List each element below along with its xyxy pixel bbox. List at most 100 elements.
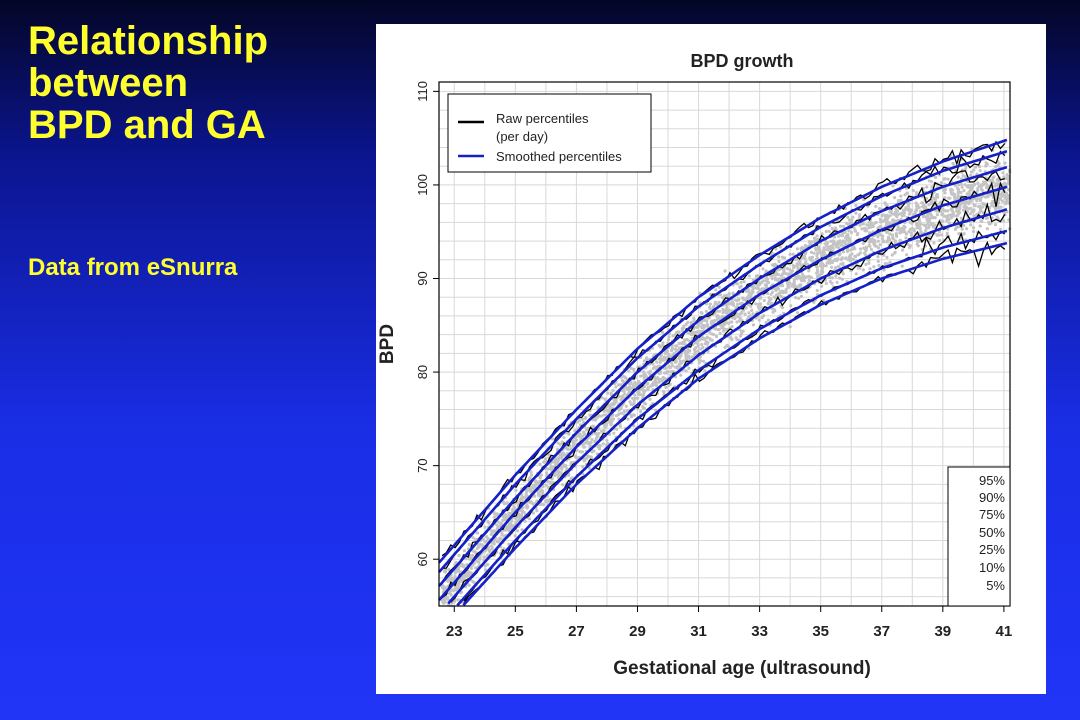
- data-point: [792, 280, 796, 284]
- data-point: [827, 248, 831, 252]
- data-point: [616, 383, 621, 387]
- data-point: [484, 564, 488, 568]
- data-point: [947, 217, 951, 222]
- data-point: [772, 264, 776, 268]
- data-point: [949, 191, 953, 195]
- data-point: [903, 193, 907, 197]
- data-point: [917, 205, 921, 209]
- data-point: [745, 296, 749, 300]
- plot-frame: [438, 81, 1011, 607]
- data-point: [670, 348, 674, 353]
- data-point: [601, 442, 605, 446]
- data-point: [481, 537, 485, 542]
- data-point: [777, 268, 781, 272]
- data-point: [846, 215, 850, 219]
- data-point: [940, 213, 944, 217]
- data-point: [1002, 212, 1007, 216]
- data-point: [932, 225, 936, 229]
- data-point: [889, 209, 893, 213]
- data-point: [902, 211, 907, 215]
- data-point: [1001, 171, 1005, 175]
- data-point: [657, 380, 661, 384]
- data-point: [543, 457, 548, 461]
- data-point: [736, 315, 740, 319]
- data-point: [556, 441, 560, 445]
- data-point: [476, 531, 480, 535]
- data-point: [591, 424, 595, 428]
- data-point: [799, 294, 804, 298]
- data-point: [662, 390, 666, 394]
- data-point: [951, 161, 955, 165]
- data-point: [969, 223, 973, 227]
- data-point: [991, 176, 995, 180]
- data-point: [671, 334, 675, 338]
- data-point: [831, 239, 835, 243]
- data-point: [760, 280, 764, 284]
- data-point: [955, 209, 959, 213]
- raw-line-5: [463, 230, 1006, 602]
- data-point: [575, 420, 580, 424]
- data-point: [841, 234, 845, 238]
- data-point: [729, 320, 733, 324]
- data-point: [949, 187, 953, 191]
- data-point: [723, 269, 727, 273]
- data-point: [899, 194, 903, 198]
- data-point: [680, 328, 684, 333]
- data-point: [785, 266, 790, 271]
- data-point: [800, 272, 804, 276]
- data-point: [864, 253, 868, 257]
- data-point: [825, 244, 829, 248]
- data-point: [771, 310, 775, 314]
- data-point: [641, 406, 645, 410]
- data-point: [941, 219, 945, 223]
- x-tick-label: 27: [568, 623, 585, 640]
- data-point: [908, 244, 912, 248]
- data-point: [588, 444, 592, 448]
- title-line-3: BPD and GA: [28, 103, 266, 147]
- data-point: [638, 365, 642, 369]
- legend-smoothed-label: Smoothed percentiles: [496, 149, 622, 164]
- data-point: [714, 327, 718, 331]
- data-point: [684, 353, 688, 357]
- data-point: [788, 252, 792, 256]
- data-point: [576, 434, 580, 438]
- data-point: [722, 329, 726, 333]
- data-point: [998, 197, 1003, 201]
- data-point: [465, 574, 469, 578]
- percentile-label-90: 90%: [979, 490, 1005, 505]
- data-point: [710, 319, 714, 323]
- data-point: [918, 227, 922, 231]
- data-point: [773, 276, 777, 280]
- data-point: [727, 345, 731, 349]
- data-point: [848, 238, 852, 243]
- data-point: [847, 229, 851, 233]
- data-point: [1002, 175, 1006, 179]
- data-point: [808, 242, 812, 246]
- data-point: [837, 246, 841, 250]
- data-point: [781, 272, 785, 276]
- data-point: [770, 277, 774, 281]
- data-point: [764, 321, 768, 325]
- data-point: [962, 189, 966, 193]
- data-point: [835, 243, 839, 247]
- data-point: [619, 411, 624, 415]
- data-point: [548, 467, 552, 471]
- data-point: [736, 282, 740, 286]
- data-point: [492, 512, 497, 516]
- data-point: [487, 521, 491, 525]
- data-point: [693, 350, 697, 354]
- data-point: [956, 191, 960, 195]
- data-point: [1002, 182, 1006, 186]
- data-point: [989, 193, 994, 197]
- data-point: [904, 236, 908, 240]
- data-point: [857, 216, 861, 220]
- data-point: [600, 429, 604, 433]
- data-point: [693, 347, 697, 351]
- data-point: [778, 245, 782, 249]
- data-point: [704, 309, 708, 313]
- data-point: [971, 208, 975, 212]
- raw-line-4: [450, 202, 1006, 603]
- data-point: [689, 320, 693, 325]
- data-point: [592, 417, 597, 421]
- data-point: [664, 385, 668, 389]
